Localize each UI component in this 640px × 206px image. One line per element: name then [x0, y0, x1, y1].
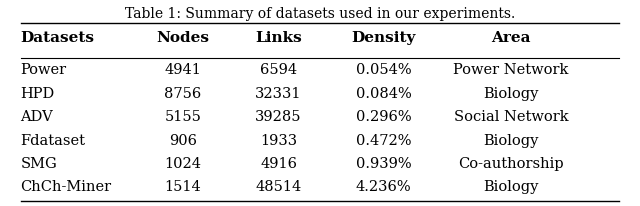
Text: 6594: 6594: [260, 63, 297, 77]
Text: Fdataset: Fdataset: [20, 134, 86, 147]
Text: 0.939%: 0.939%: [356, 157, 412, 171]
Text: HPD: HPD: [20, 87, 55, 101]
Text: Area: Area: [492, 31, 531, 45]
Text: 4.236%: 4.236%: [356, 180, 412, 194]
Text: 8756: 8756: [164, 87, 202, 101]
Text: Density: Density: [351, 31, 416, 45]
Text: 1024: 1024: [164, 157, 202, 171]
Text: Power: Power: [20, 63, 67, 77]
Text: Links: Links: [255, 31, 302, 45]
Text: Social Network: Social Network: [454, 110, 568, 124]
Text: Table 1: Summary of datasets used in our experiments.: Table 1: Summary of datasets used in our…: [125, 7, 515, 21]
Text: Power Network: Power Network: [454, 63, 569, 77]
Text: 0.296%: 0.296%: [356, 110, 412, 124]
Text: 1514: 1514: [164, 180, 202, 194]
Text: SMG: SMG: [20, 157, 57, 171]
Text: 0.054%: 0.054%: [356, 63, 412, 77]
Text: 5155: 5155: [164, 110, 202, 124]
Text: Biology: Biology: [483, 87, 539, 101]
Text: 1933: 1933: [260, 134, 297, 147]
Text: 39285: 39285: [255, 110, 302, 124]
Text: Nodes: Nodes: [157, 31, 209, 45]
Text: 0.472%: 0.472%: [356, 134, 412, 147]
Text: Datasets: Datasets: [20, 31, 95, 45]
Text: ChCh-Miner: ChCh-Miner: [20, 180, 111, 194]
Text: 906: 906: [169, 134, 197, 147]
Text: Biology: Biology: [483, 180, 539, 194]
Text: ADV: ADV: [20, 110, 53, 124]
Text: Biology: Biology: [483, 134, 539, 147]
Text: 32331: 32331: [255, 87, 302, 101]
Text: 4941: 4941: [164, 63, 202, 77]
Text: 48514: 48514: [255, 180, 301, 194]
Text: 0.084%: 0.084%: [356, 87, 412, 101]
Text: 4916: 4916: [260, 157, 297, 171]
Text: Co-authorship: Co-authorship: [458, 157, 564, 171]
